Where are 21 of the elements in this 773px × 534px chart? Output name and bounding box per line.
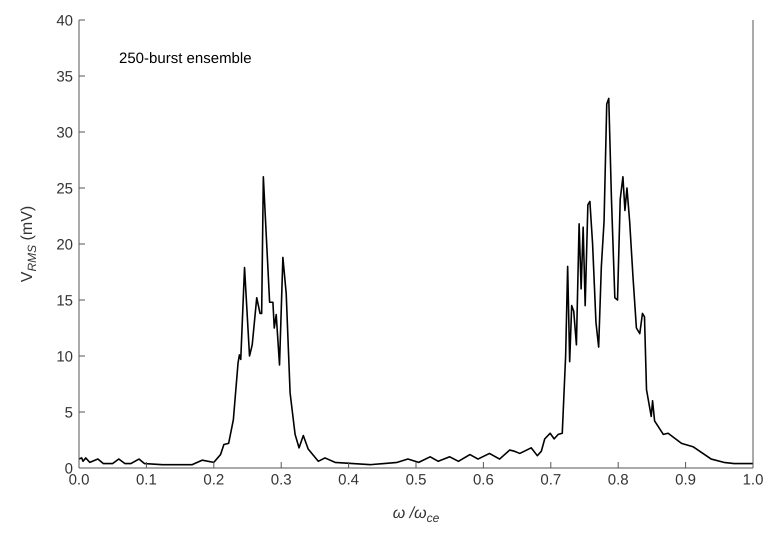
line-series bbox=[79, 98, 753, 466]
y-tick-label: 30 bbox=[56, 124, 73, 142]
x-tick-label: 0.1 bbox=[136, 472, 157, 489]
x-tick-label: 0.9 bbox=[675, 472, 696, 489]
x-tick-label: 0.6 bbox=[472, 472, 494, 489]
x-tick-label: 0.7 bbox=[540, 472, 562, 489]
x-tick-label: 0.2 bbox=[203, 472, 224, 489]
y-tick-label: 15 bbox=[56, 292, 73, 310]
annotation: 250-burst ensemble bbox=[119, 50, 252, 67]
x-tick-label: 0.4 bbox=[338, 472, 360, 489]
y-tick-label: 10 bbox=[56, 348, 73, 366]
y-tick-label: 25 bbox=[56, 180, 73, 198]
x-axis-title: ω /ω$_{ce}$ bbox=[392, 505, 440, 525]
x-tick-label: 0.8 bbox=[608, 472, 629, 489]
x-tick-label: 0.3 bbox=[270, 472, 292, 489]
x-tick-label: 1.0 bbox=[742, 472, 764, 489]
x-tick-label: 0.5 bbox=[406, 472, 426, 489]
y-tick-label: 40 bbox=[56, 12, 73, 30]
y-tick-label: 20 bbox=[56, 236, 73, 254]
y-tick-label: 5 bbox=[64, 404, 73, 422]
y-tick-label: 35 bbox=[56, 68, 73, 86]
